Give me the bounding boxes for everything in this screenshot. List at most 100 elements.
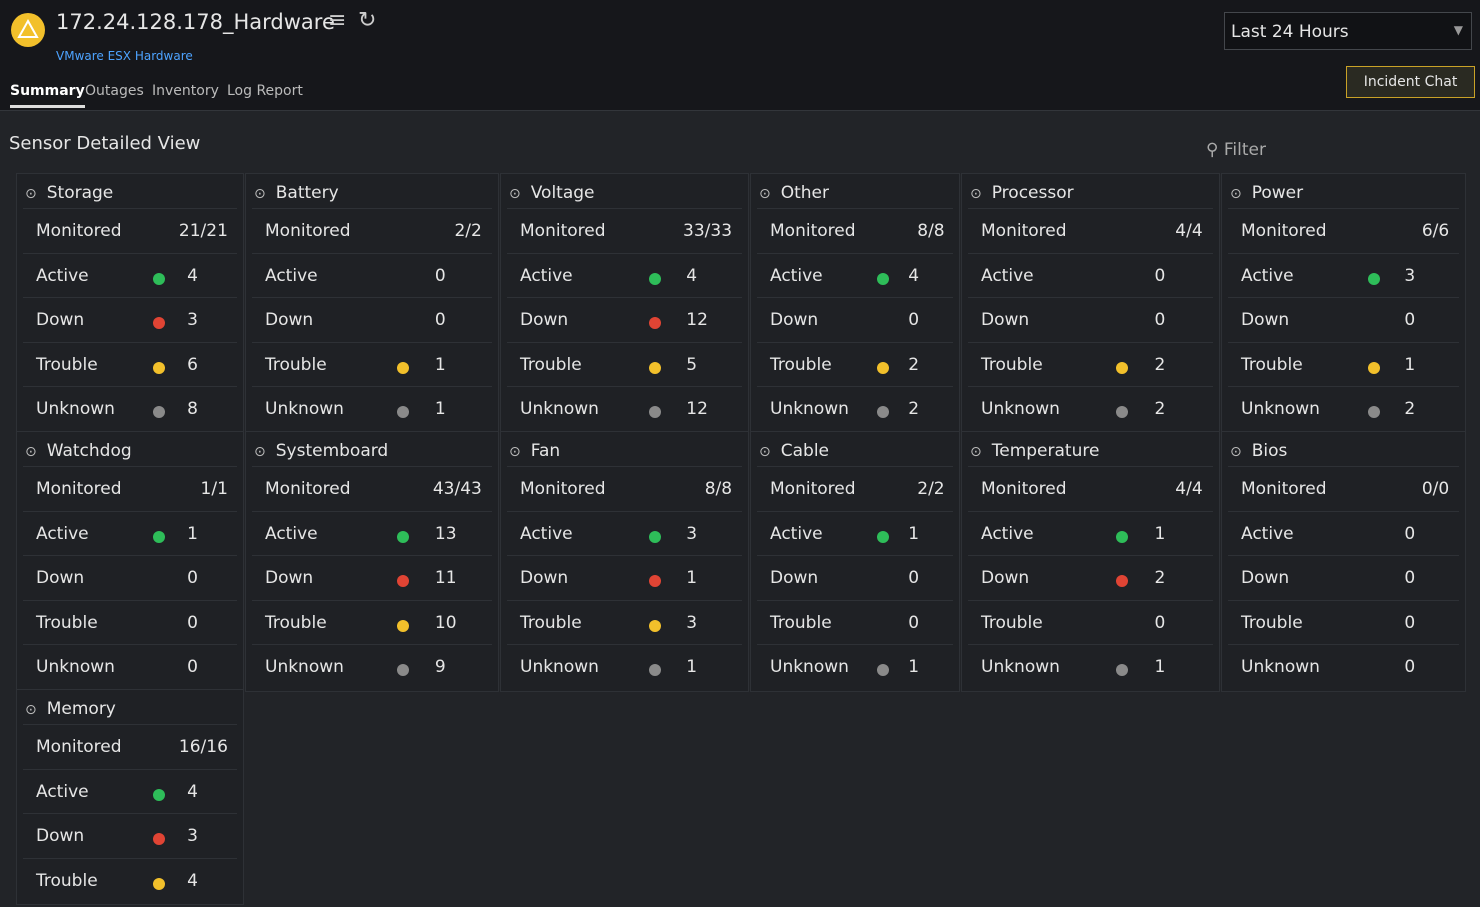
count-value: 0 [434, 265, 446, 286]
row-label: Active [1241, 265, 1294, 286]
sensor-row: Monitored 6/6 [1228, 208, 1459, 253]
count-value: 1 [1154, 657, 1166, 678]
count-value: 12 [686, 310, 708, 331]
card-header: ⊙ Voltage [509, 183, 595, 203]
sensor-card: ⊙ Power Monitored 6/6 Active 3 Down 0 Trouble 1 Un… [1221, 173, 1466, 434]
tab[interactable]: Outages [85, 83, 144, 99]
tab[interactable]: Log Report [227, 83, 303, 99]
status-dot [396, 664, 409, 677]
refresh-icon[interactable]: ↻ [358, 8, 377, 33]
sensor-row: Active 0 [252, 252, 492, 298]
sensor-row: Monitored 16/16 [23, 724, 237, 769]
sensor-row: Unknown 1 [252, 386, 492, 431]
row-label: Trouble [770, 354, 832, 375]
row-label: Monitored [265, 479, 351, 499]
sensor-row: Trouble 0 [1228, 599, 1459, 645]
sensor-row: Active 0 [968, 252, 1213, 298]
sensor-row: Active 3 [1228, 252, 1459, 298]
row-label: Down [770, 568, 819, 589]
count-value: 1 [434, 354, 446, 375]
status-dot [648, 619, 661, 632]
sensor-name: Temperature [991, 441, 1100, 461]
count-value: 2 [908, 399, 920, 420]
row-label: Down [520, 568, 569, 589]
menu-icon[interactable]: ≡ [328, 8, 347, 33]
row-label: Monitored [981, 479, 1067, 499]
tab[interactable]: Summary [10, 83, 85, 108]
time-range: Last 24 Hours [1231, 22, 1349, 42]
status-dot [876, 664, 889, 677]
status-dot [152, 877, 165, 890]
row-label: Trouble [770, 612, 832, 633]
monitored-value: 4/4 [1175, 221, 1203, 241]
sensor-row: Active 0 [1228, 510, 1459, 556]
sensor-row: Unknown 1 [757, 644, 953, 689]
row-label: Monitored [36, 479, 122, 499]
row-label: Unknown [770, 657, 849, 678]
incident-chat-button[interactable]: Incident Chat [1346, 66, 1475, 98]
monitored-value: 8/8 [704, 479, 733, 499]
time-range-select[interactable]: Last 24 Hours ▼ [1224, 12, 1472, 50]
row-label: Unknown [770, 399, 849, 420]
row-label: Active [981, 523, 1034, 544]
count-value: 0 [187, 657, 198, 678]
row-label: Monitored [36, 737, 122, 757]
row-label: Monitored [770, 479, 856, 499]
sensor-card: ⊙ Fan Monitored 8/8 Active 3 Down 1 Trouble 3 Unkn… [500, 431, 749, 692]
sensor-row: Monitored 2/2 [757, 466, 953, 511]
row-label: Active [265, 523, 318, 544]
row-label: Monitored [265, 221, 351, 241]
count-value: 4 [187, 781, 198, 802]
monitored-value: 16/16 [178, 737, 228, 757]
count-value: 4 [908, 265, 920, 286]
count-value: 3 [187, 826, 198, 847]
count-value: 5 [686, 354, 698, 375]
count-value: 1 [1404, 354, 1416, 375]
filter-placeholder: Filter [1223, 140, 1266, 160]
card-header: ⊙ Processor [970, 183, 1074, 203]
count-value: 8 [187, 399, 198, 420]
row-label: Trouble [981, 612, 1043, 633]
count-value: 0 [1154, 310, 1166, 331]
sensor-row: Trouble 2 [968, 341, 1213, 387]
row-label: Monitored [520, 479, 606, 499]
monitored-value: 33/33 [683, 221, 733, 241]
status-dot [1115, 361, 1128, 374]
incident-chat-label: Incident Chat [1363, 74, 1458, 90]
status-dot [648, 530, 661, 543]
row-label: Monitored [520, 221, 606, 241]
subtitle-link[interactable]: VMware ESX Hardware [56, 49, 193, 63]
sensor-name: Systemboard [275, 441, 389, 461]
status-dot [396, 406, 409, 419]
sensor-name: Bios [1251, 441, 1288, 461]
sensor-row: Monitored 4/4 [968, 208, 1213, 253]
count-value: 4 [187, 265, 198, 286]
status-dot [396, 619, 409, 632]
count-value: 1 [908, 523, 920, 544]
row-label: Active [1241, 523, 1294, 544]
status-dot [1367, 361, 1380, 374]
row-label: Active [36, 523, 89, 544]
sensor-name: Processor [991, 183, 1074, 203]
card-header: ⊙ Power [1230, 183, 1304, 203]
sensor-row: Active 13 [252, 510, 492, 556]
count-value: 4 [187, 870, 198, 891]
sensor-row: Active 1 [757, 510, 953, 556]
filter-input[interactable]: ⚲ Filter [1206, 140, 1266, 160]
card-header: ⊙ Temperature [970, 441, 1100, 461]
sensor-row: Trouble 6 [23, 341, 237, 387]
sensor-row: Active 4 [507, 252, 742, 298]
sensor-row: Down 0 [252, 297, 492, 342]
count-value: 2 [1154, 568, 1166, 589]
sensor-name: Power [1251, 183, 1304, 203]
sensor-row: Unknown 2 [968, 386, 1213, 431]
row-label: Unknown [981, 399, 1060, 420]
count-value: 0 [1404, 612, 1416, 633]
count-value: 4 [686, 265, 698, 286]
sensor-row: Active 1 [968, 510, 1213, 556]
sensor-row: Unknown 0 [23, 644, 237, 689]
sensor-row: Monitored 0/0 [1228, 466, 1459, 511]
count-value: 0 [187, 568, 198, 589]
sensor-card: ⊙ Cable Monitored 2/2 Active 1 Down 0 Trouble 0 Un… [750, 431, 960, 692]
tab[interactable]: Inventory [152, 83, 219, 99]
